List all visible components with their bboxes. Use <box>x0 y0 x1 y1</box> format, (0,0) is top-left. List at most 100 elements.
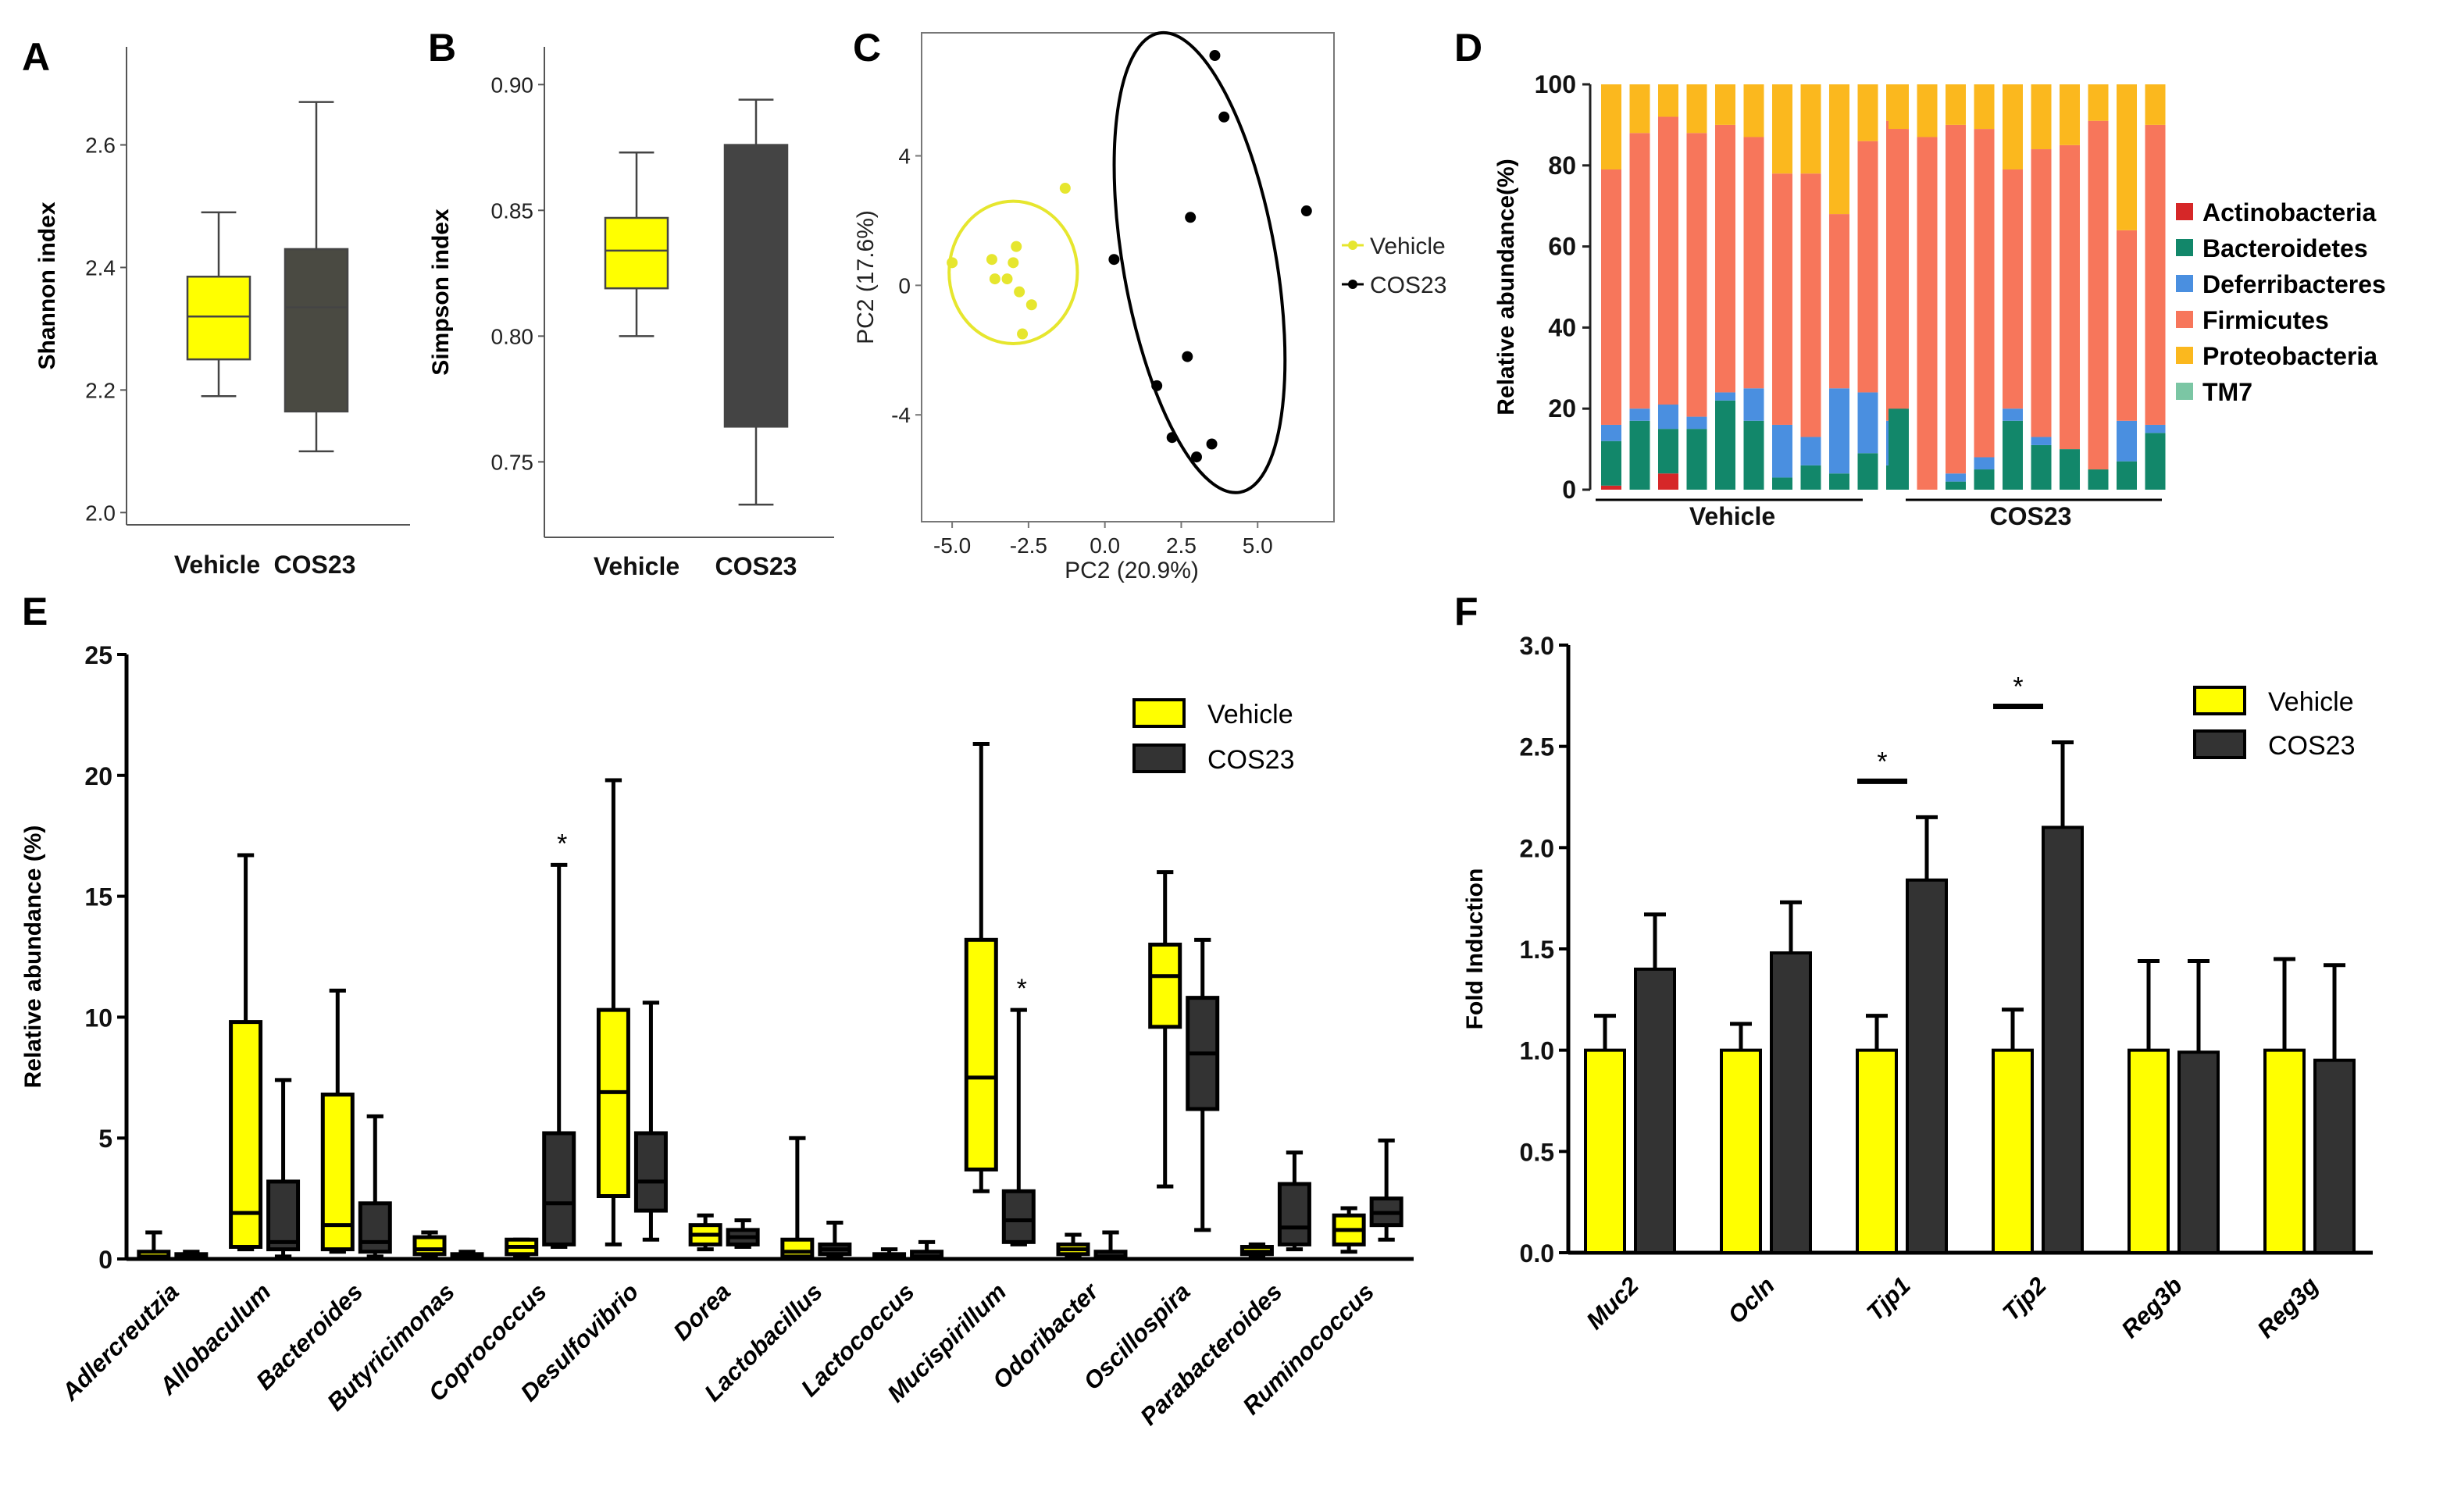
panel-e-cos23-box <box>1277 1182 1311 1246</box>
panel-f-category: Muc2 <box>1581 912 1676 1335</box>
panel-d-legend-label: Proteobacteria <box>2202 342 2377 370</box>
panel-f-category: Ocln <box>1720 900 1812 1329</box>
panel-c-point <box>989 273 1000 285</box>
panel-c-plot-frame <box>921 32 1335 522</box>
panel-e-legend-label: Vehicle <box>1207 700 1293 729</box>
panel-d-segment-bacteroidetes <box>1974 469 1995 490</box>
panel-d-segment-deferribacteres <box>1829 388 1849 474</box>
panel-d-ytick-label: 100 <box>1535 70 1576 98</box>
panel-d-legend-swatch <box>2176 383 2193 400</box>
panel-d-segment-deferribacteres <box>1686 416 1707 430</box>
panel-b-xtick-label: Vehicle <box>594 552 679 580</box>
panel-f-legend-label: COS23 <box>2268 731 2356 761</box>
panel-c-point <box>1014 286 1025 298</box>
panel-e-ytick-label: 0 <box>98 1246 112 1274</box>
panel-d-legend-swatch <box>2176 275 2193 292</box>
panel-c-point <box>1182 351 1193 362</box>
panel-d-bar <box>1917 84 1938 490</box>
panel-d: 0 20 40 60 80 100 Relative abundance(%) Vehicle… <box>1493 70 2386 530</box>
panel-d-segment-bacteroidetes <box>1715 400 1735 490</box>
panel-label-c: C <box>853 26 881 70</box>
panel-d-segment-bacteroidetes <box>1629 420 1650 490</box>
panel-d-segment-deferribacteres <box>1715 392 1735 401</box>
panel-a-xtick-label: COS23 <box>274 551 356 579</box>
panel-d-bar <box>1601 84 1621 490</box>
panel-label-e: E <box>22 590 48 633</box>
panel-d-segment-firmicutes <box>2003 169 2023 409</box>
panel-d-segment-bacteroidetes <box>2060 449 2080 490</box>
panel-d-segment-proteobacteria <box>1889 84 1909 130</box>
panel-d-legend-swatch <box>2176 239 2193 256</box>
panel-d-legend: Actinobacteria Bacteroidetes Deferribacter… <box>2176 198 2386 406</box>
panel-f-bar-vehicle <box>2128 1048 2170 1254</box>
panel-c-point <box>1008 257 1019 269</box>
panel-d-segment-deferribacteres <box>2117 420 2137 462</box>
panel-f-ytick-label: 0.0 <box>1520 1239 1554 1268</box>
panel-d-bar <box>1629 84 1650 490</box>
panel-f-bar-cos23 <box>2177 1050 2220 1254</box>
panel-d-legend-label: Firmicutes <box>2202 306 2329 334</box>
panel-e-vehicle-box <box>964 937 998 1171</box>
panel-d-segment-deferribacteres <box>2145 424 2166 433</box>
panel-e-ytick-label: 10 <box>84 1004 112 1032</box>
panel-d-segment-firmicutes <box>1829 214 1849 389</box>
panel-d-segment-deferribacteres <box>2031 437 2052 445</box>
panel-f-xtick-label: Reg3g <box>2252 1271 2324 1343</box>
panel-d-segment-proteobacteria <box>2145 84 2166 125</box>
panel-f-ytick-label: 2.5 <box>1520 733 1554 761</box>
panel-d-segment-bacteroidetes <box>1857 453 1878 490</box>
panel-d-segment-deferribacteres <box>1629 408 1650 421</box>
panel-f-category: Reg3b <box>2116 959 2220 1343</box>
panel-c-point <box>1108 254 1120 266</box>
panel-d-segment-deferribacteres <box>1772 424 1792 478</box>
panel-d-legend-label: Bacteroidetes <box>2202 234 2368 262</box>
panel-d-bar <box>2145 84 2166 490</box>
panel-c-point <box>1166 432 1178 444</box>
panel-d-segment-bacteroidetes <box>2145 433 2166 490</box>
panel-c-point <box>1025 299 1037 311</box>
panel-d-segment-bacteroidetes <box>1946 481 1966 490</box>
panel-d-legend-swatch <box>2176 311 2193 328</box>
panel-e-vehicle-box <box>229 1020 263 1250</box>
panel-d-segment-bacteroidetes <box>1829 473 1849 490</box>
panel-b-ytick-label: 0.75 <box>491 450 534 474</box>
panel-b-ylabel: Simpson index <box>428 209 454 376</box>
panel-e-legend-swatch <box>1132 698 1186 728</box>
panel-d-segment-deferribacteres <box>1974 457 1995 470</box>
panel-f-legend-label: Vehicle <box>2268 687 2354 717</box>
panel-d-segment-firmicutes <box>1629 133 1650 409</box>
panel-e-ytick-label: 15 <box>84 883 112 911</box>
panel-c-xtick-label: 0.0 <box>1090 533 1120 558</box>
panel-e-ytick-label: 5 <box>98 1125 112 1153</box>
panel-c-point <box>1059 182 1071 194</box>
panel-d-segment-proteobacteria <box>1601 84 1621 169</box>
panel-e-vehicle-box <box>320 1092 355 1252</box>
panel-c-ytick-label: 0 <box>898 273 911 298</box>
panel-d-segment-firmicutes <box>1743 137 1764 389</box>
panel-d-segment-firmicutes <box>2117 230 2137 421</box>
panel-d-bar <box>1715 84 1735 490</box>
panel-d-segment-actinobacteria <box>1601 485 1621 490</box>
panel-c-series-vehicle <box>947 182 1079 345</box>
panel-c-point <box>1191 451 1202 463</box>
panel-e-cos23-box <box>1001 1189 1036 1244</box>
panel-d-segment-bacteroidetes <box>1889 408 1909 490</box>
panel-f-ylabel: Fold Induction <box>1462 868 1488 1030</box>
panel-a-ytick-label: 2.4 <box>85 255 116 280</box>
panel-f-bar-vehicle <box>1584 1048 1626 1254</box>
panel-d-segment-firmicutes <box>1974 129 1995 458</box>
panel-d-segment-bacteroidetes <box>1743 420 1764 490</box>
panel-b-ytick-label: 0.85 <box>491 198 534 223</box>
panel-d-segment-firmicutes <box>1917 137 1938 490</box>
panel-e-xtick-label: Dorea <box>668 1278 736 1346</box>
panel-d-bar <box>1946 84 1966 490</box>
panel-c-point <box>1206 438 1218 450</box>
panel-f-bar-cos23 <box>2042 826 2084 1254</box>
panel-f-category: Tjp2 <box>1992 740 2084 1326</box>
panel-e-cos23-box <box>266 1179 301 1252</box>
panel-a-ytick-label: 2.2 <box>85 378 116 402</box>
panel-d-segment-bacteroidetes <box>1658 429 1678 474</box>
panel-c-series-cos23 <box>1108 30 1312 494</box>
panel-d-bar <box>1974 84 1995 490</box>
